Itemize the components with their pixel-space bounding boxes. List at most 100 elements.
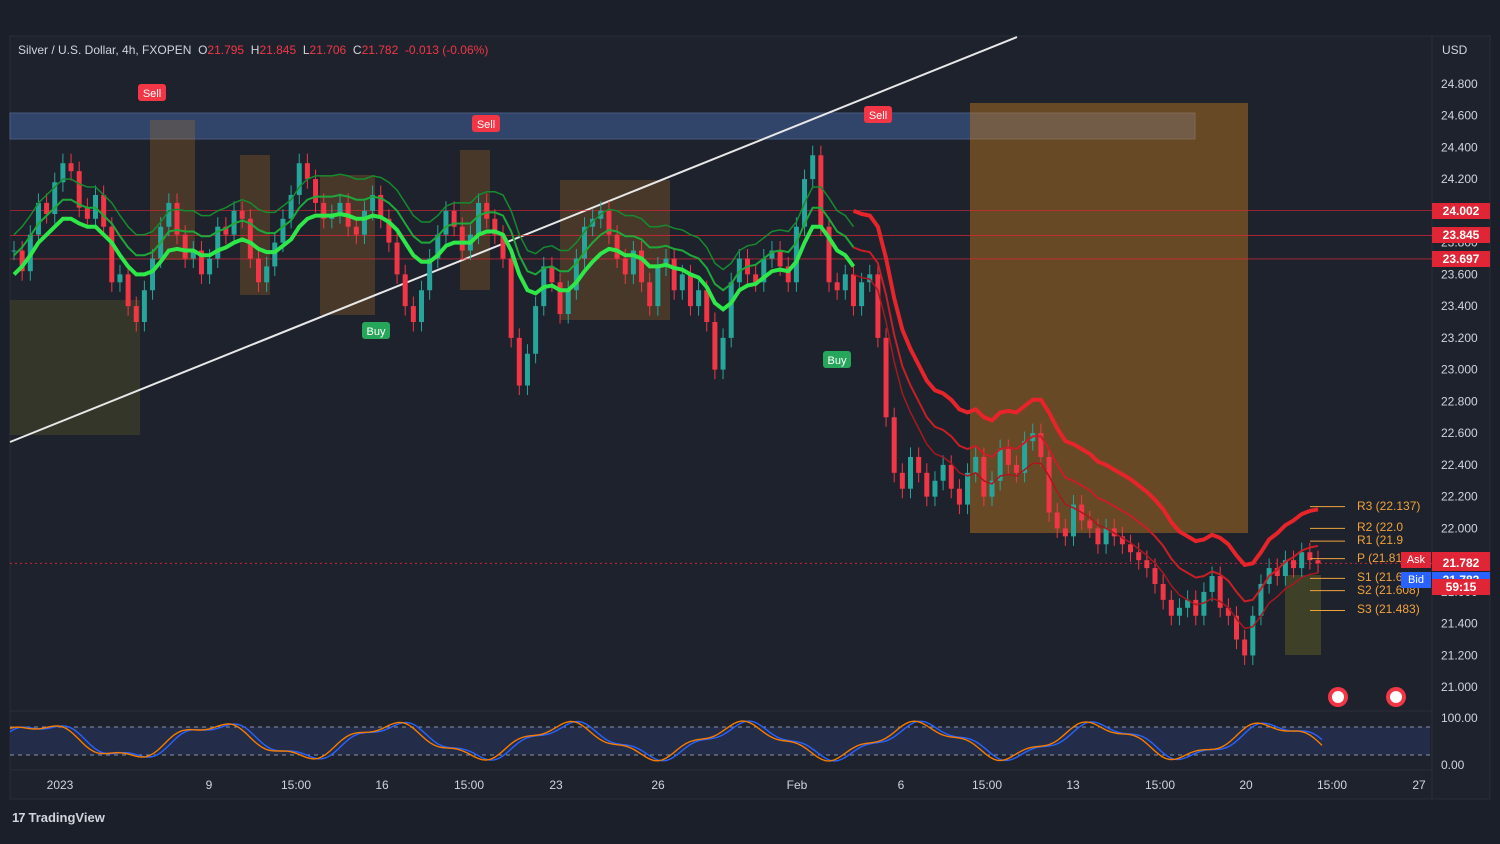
currency-label: USD (1442, 43, 1468, 57)
osc-tick-label: 0.00 (1441, 758, 1465, 772)
symbol-title: Silver / U.S. Dollar, 4h, FXOPEN (18, 43, 192, 57)
candle-body (842, 274, 848, 291)
candle-body (696, 290, 702, 307)
open-label: O (198, 43, 208, 57)
resistance-zone (9, 112, 1196, 140)
candle-body (875, 274, 881, 338)
pivot-label-2: R1 (21.9 (1357, 533, 1404, 548)
candle-body (44, 202, 50, 215)
candle-body (908, 456, 913, 489)
candle-body (1274, 568, 1280, 577)
candle-body (867, 274, 873, 283)
candle-body (533, 306, 539, 354)
low-label: L (302, 43, 310, 57)
candle-body (141, 290, 147, 322)
candle-body (198, 250, 204, 275)
signal-sell-badge (138, 84, 166, 101)
candle-body (1119, 536, 1125, 545)
candle-body (1242, 639, 1248, 656)
y-tick-label: 24.400 (1441, 140, 1478, 154)
candle-body (150, 258, 156, 291)
close-label: C (352, 43, 362, 57)
x-tick-label: 16 (375, 778, 389, 792)
candle-body (500, 234, 506, 259)
candle-body (573, 258, 579, 291)
candle-body (1013, 464, 1019, 473)
candle-body (207, 258, 213, 275)
candle-body (630, 250, 636, 275)
candle-body (394, 242, 400, 275)
candle-body (516, 337, 522, 386)
candle-body (166, 202, 172, 227)
x-tick-label: 23 (549, 778, 563, 792)
candle-body (1258, 583, 1264, 616)
candle-body (1315, 560, 1321, 564)
candle-body (859, 282, 865, 307)
x-tick-label: 20 (1239, 778, 1253, 792)
candle-body (427, 258, 433, 291)
candle-body (753, 274, 759, 283)
signal-sell-label: Sell (477, 119, 495, 131)
buy-zone (1285, 575, 1321, 655)
candle-body (370, 194, 376, 211)
candle-body (476, 202, 482, 235)
candle-body (663, 258, 669, 267)
candle-body (948, 464, 954, 489)
y-tick-label: 23.400 (1441, 299, 1478, 313)
candle-body (712, 321, 718, 370)
candle-body (622, 258, 628, 275)
candle-body (410, 306, 416, 322)
y-tick-label: 22.800 (1441, 394, 1478, 408)
y-tick-label: 24.200 (1441, 172, 1478, 186)
candle-body (264, 266, 270, 283)
candle-body (810, 155, 816, 180)
x-tick-label: 6 (898, 778, 905, 792)
candle-body (973, 456, 979, 473)
signal-buy-badge (362, 322, 390, 339)
x-tick-label: 13 (1066, 778, 1080, 792)
candle-body (182, 234, 188, 259)
price-label-1: 23.845 (1432, 227, 1490, 244)
candle-body (419, 290, 424, 322)
candle-body (451, 210, 457, 227)
candle-body (1168, 599, 1174, 616)
candle-body (777, 250, 783, 267)
candle-body (1185, 599, 1191, 608)
candle-body (785, 266, 791, 283)
candle-body (1250, 615, 1256, 656)
candle-body (850, 274, 856, 307)
candle-body (1144, 560, 1150, 569)
green-ma-slow (12, 211, 856, 312)
candle-body (956, 488, 962, 505)
candle-body (834, 282, 840, 291)
candle-body (728, 282, 734, 338)
us-flag-inner-icon (1390, 691, 1402, 703)
candle-body (1022, 441, 1028, 473)
candle-body (1307, 552, 1313, 561)
candle-body (19, 250, 25, 272)
left-zone (10, 300, 140, 435)
candle-body (125, 274, 131, 307)
candle-body (989, 480, 995, 497)
y-tick-label: 23.600 (1441, 267, 1478, 281)
x-tick-label: 15:00 (1145, 778, 1175, 792)
candle-body (565, 290, 571, 315)
candle-body (1095, 528, 1101, 545)
candle-body (647, 282, 653, 307)
candle-body (639, 250, 645, 283)
signal-buy-badge (823, 351, 851, 368)
x-tick-label: Feb (787, 778, 808, 792)
candle-body (378, 194, 384, 219)
candle-body (1005, 449, 1011, 465)
tradingview-brand[interactable]: 17 TradingView (12, 810, 105, 825)
candle-body (1103, 528, 1109, 545)
candle-body (1193, 599, 1199, 616)
y-tick-label: 23.200 (1441, 331, 1478, 345)
candle-body (924, 472, 930, 497)
candle-body (1062, 528, 1068, 537)
candle-body (981, 456, 987, 497)
candle-body (492, 218, 498, 235)
oscillator-d-line (9, 720, 1323, 762)
